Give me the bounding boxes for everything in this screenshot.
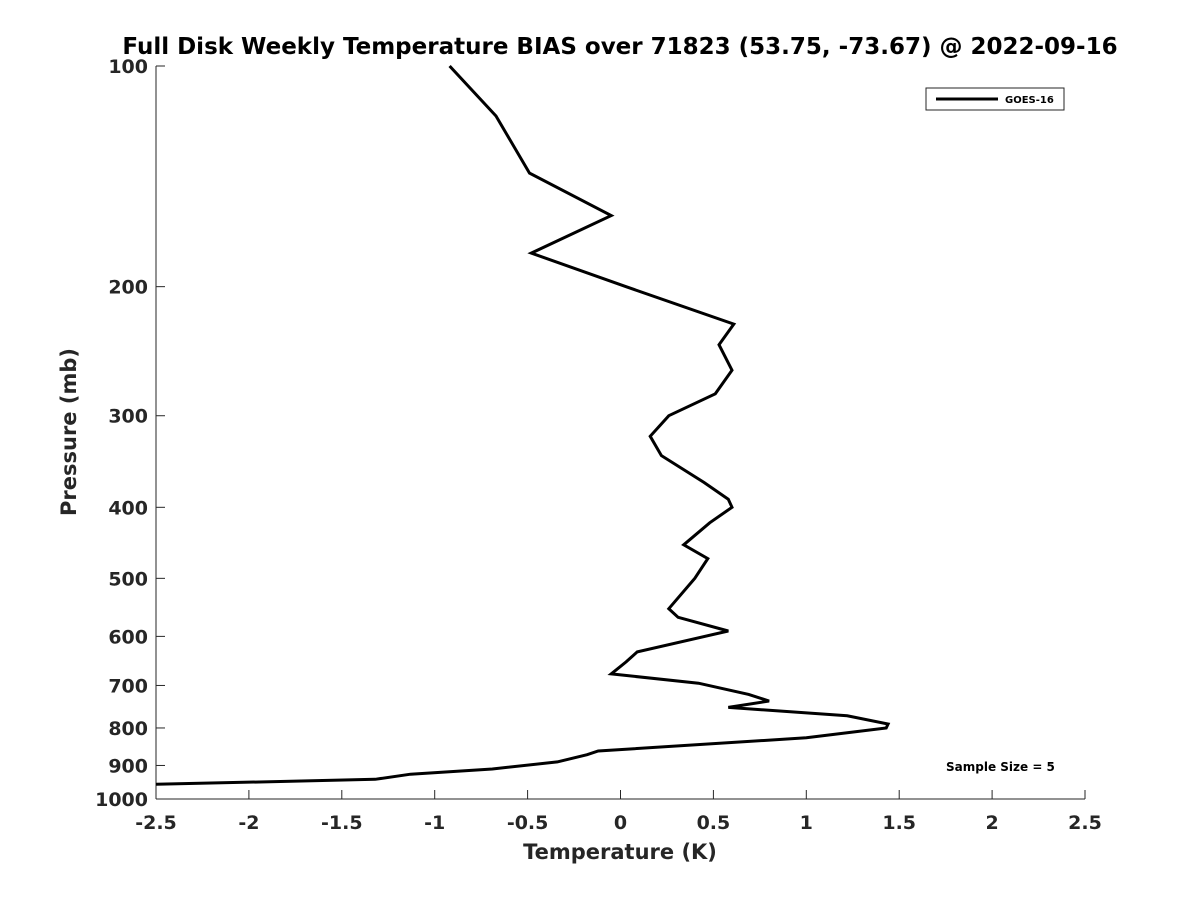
x-tick-label: -0.5 (507, 812, 549, 834)
x-ticks: -2.5 -2 -1.5 -1 -0.5 0 0.5 1 1.5 2 2.5 (135, 790, 1102, 834)
x-tick-label: -2 (238, 812, 259, 834)
x-tick-label: -2.5 (135, 812, 177, 834)
y-tick-label: 1000 (95, 789, 148, 811)
y-tick-label: 600 (108, 626, 148, 648)
legend: GOES-16 (925, 87, 1065, 111)
series-line-goes-16 (155, 64, 891, 786)
plot-axes (155, 66, 1085, 800)
x-tick-label: 0.5 (697, 812, 731, 834)
x-tick-label: 1 (800, 812, 813, 834)
y-tick-label: 100 (108, 56, 148, 78)
x-tick-label: 1.5 (882, 812, 916, 834)
x-tick-label: 2.5 (1068, 812, 1102, 834)
y-tick-label: 800 (108, 718, 148, 740)
y-ticks: 100 200 300 400 500 600 700 800 900 1000 (95, 56, 165, 811)
chart-title: Full Disk Weekly Temperature BIAS over 7… (122, 34, 1117, 60)
x-tick-label: -1 (424, 812, 445, 834)
y-tick-label: 500 (108, 568, 148, 590)
series-layer (155, 64, 891, 786)
x-axis-title: Temperature (K) (523, 840, 717, 864)
y-tick-label: 300 (108, 406, 148, 428)
x-tick-label: 0 (614, 812, 627, 834)
x-tick-label: -1.5 (321, 812, 363, 834)
legend-label-goes-16: GOES-16 (1005, 95, 1054, 106)
y-tick-label: 900 (108, 755, 148, 777)
y-tick-label: 400 (108, 497, 148, 519)
sample-size-annotation: Sample Size = 5 (946, 760, 1055, 774)
x-tick-label: 2 (985, 812, 998, 834)
y-axis-title: Pressure (mb) (57, 348, 81, 516)
y-tick-label: 700 (108, 675, 148, 697)
y-tick-label: 200 (108, 277, 148, 299)
